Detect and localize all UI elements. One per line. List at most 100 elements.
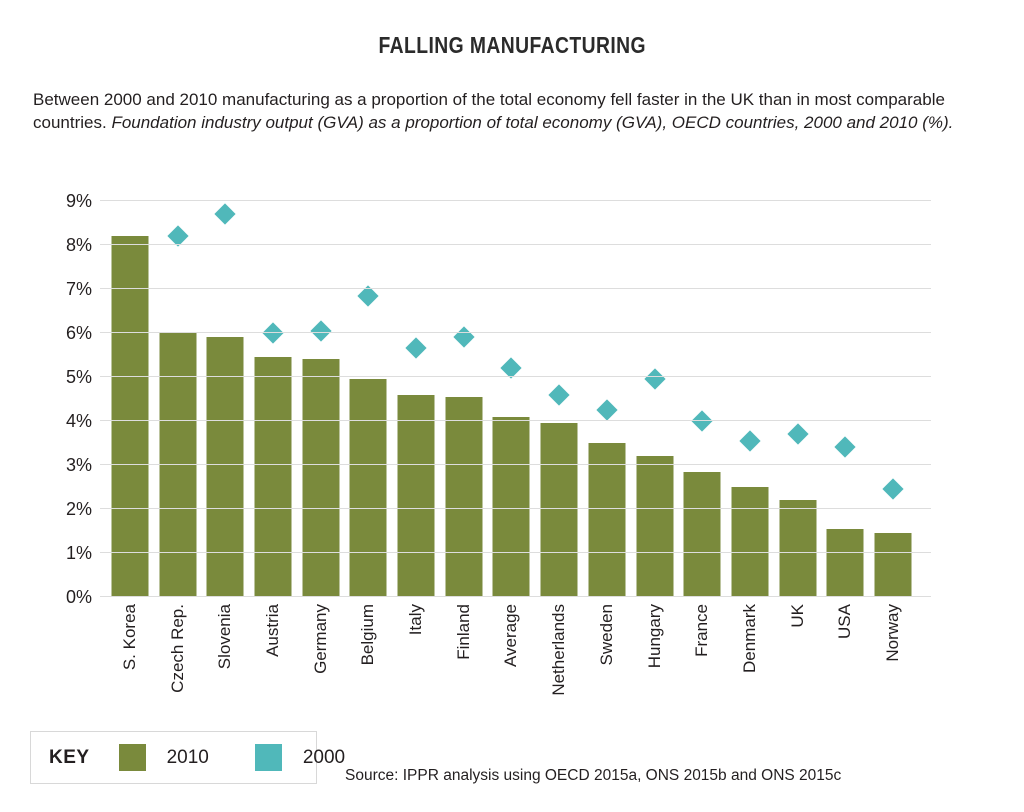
source-notes: Source: IPPR analysis using OECD 2015a, … (345, 721, 1015, 812)
bar-column: Norway (869, 201, 917, 662)
bar-column: Slovenia (201, 201, 249, 669)
diamond-2000 (405, 337, 427, 360)
source-line: Source: IPPR analysis using OECD 2015a, … (345, 767, 842, 784)
gridline (100, 508, 931, 509)
bar-column: Finland (440, 201, 488, 660)
y-axis: 0% 1% 2% 3% 4% 5% 6% 7% 8% 9% (0, 191, 92, 607)
bar-column: Average (488, 201, 536, 667)
page-title-text: FALLING MANUFACTURING (378, 32, 646, 58)
intro-text: Between 2000 and 2010 manufacturing as a… (33, 88, 983, 135)
bar-2010 (540, 423, 578, 597)
bar-2010 (588, 443, 626, 597)
x-axis-label: Finland (453, 604, 473, 660)
x-axis-label: Czech Rep. (167, 604, 187, 693)
y-axis-tick-label: 5% (65, 366, 92, 387)
x-axis-label: Italy (406, 604, 426, 636)
x-axis-label: Denmark (739, 604, 759, 673)
x-axis-label: Belgium (358, 604, 378, 666)
gridline (100, 200, 931, 201)
y-axis-tick-label: 9% (65, 191, 92, 211)
y-axis-tick-label: 6% (65, 322, 92, 343)
diamond-2000 (882, 478, 904, 500)
key-item-label-2010: 2010 (166, 746, 209, 768)
x-axis-label: S. Korea (119, 604, 139, 671)
bar-column: UK (774, 201, 822, 628)
diamond-2000 (596, 399, 618, 421)
bar-column: France (678, 201, 726, 657)
bar-2010 (254, 357, 292, 597)
bar-column: Netherlands (535, 201, 583, 696)
x-axis-label: France (692, 604, 712, 657)
y-axis-tick-label: 2% (65, 499, 92, 519)
bar-2010 (874, 533, 912, 597)
bar-2010 (683, 471, 721, 597)
x-axis-label: Sweden (596, 604, 616, 666)
bar-2010 (397, 394, 435, 597)
x-axis-label: Germany (310, 604, 330, 674)
diamond-2000 (643, 368, 666, 390)
x-axis-label: USA (835, 604, 855, 639)
bar-2010 (206, 337, 244, 597)
x-axis-label: Norway (883, 604, 903, 662)
x-axis-label: Austria (262, 604, 282, 657)
key-item-label-2000: 2000 (302, 746, 346, 768)
y-axis-tick-label: 0% (65, 587, 92, 607)
gridline (100, 596, 931, 597)
x-axis-label: UK (787, 604, 807, 628)
bar-column: Hungary (631, 201, 679, 668)
y-axis-tick-label: 7% (65, 278, 92, 299)
diamond-2000 (787, 423, 809, 445)
bar-column: Belgium (345, 201, 393, 665)
x-axis-label: Hungary (644, 604, 664, 669)
intro-normal-text: Between 2000 and 2010 manufacturing as a… (33, 90, 945, 133)
gridline (100, 420, 931, 421)
bar-2010 (445, 396, 483, 597)
bar-2010 (826, 528, 864, 597)
y-axis-tick-label: 1% (65, 542, 92, 563)
bar-columns: S. Korea Czech Rep. Slovenia Austria Germany… (106, 201, 917, 696)
key-label: KEY (49, 746, 90, 768)
intro-italic-text: Foundation industry output (GVA) as a pr… (111, 113, 954, 133)
bar-2010 (302, 359, 340, 597)
diamond-2000 (548, 384, 570, 406)
bar-column: Denmark (726, 201, 774, 673)
diamond-2000 (262, 322, 284, 344)
gridline (100, 244, 931, 245)
bar-2010 (492, 416, 530, 597)
bar-column: Italy (392, 201, 440, 635)
bar-column: Germany (297, 201, 345, 674)
key-swatch-2010 (118, 744, 146, 771)
page-title: FALLING MANUFACTURING (0, 32, 1024, 59)
diamond-2000 (834, 436, 856, 459)
key-box: KEY 2010 2000 (30, 731, 345, 784)
diamond-2000 (310, 320, 332, 342)
gridline (100, 288, 931, 289)
bar-2010 (636, 456, 674, 597)
gridline (100, 464, 931, 466)
y-axis-tick-label: 3% (65, 454, 92, 475)
diamond-2000 (739, 430, 761, 452)
bar-2010 (349, 379, 387, 597)
x-axis-label: Slovenia (215, 604, 235, 670)
bar-2010 (731, 487, 769, 597)
diamond-2000 (214, 203, 236, 225)
key-swatch-2000 (254, 744, 282, 771)
y-axis-tick-label: 4% (65, 411, 92, 431)
bar-2010 (779, 500, 817, 597)
bar-column: Czech Rep. (154, 201, 202, 693)
plot-area: S. Korea Czech Rep. Slovenia Austria Germany… (100, 200, 931, 696)
diamond-2000 (453, 326, 475, 349)
y-axis-tick-label: 8% (65, 234, 92, 255)
gridline (100, 332, 931, 334)
diamond-2000 (691, 410, 713, 432)
x-axis-label: Netherlands (549, 604, 569, 696)
bar-column: S. Korea (106, 201, 154, 670)
bar-2010 (111, 236, 149, 597)
gridline (100, 376, 931, 377)
x-axis-label: Average (501, 604, 521, 668)
gridline (100, 552, 931, 553)
bar-column: USA (822, 201, 870, 639)
bar-column: Sweden (583, 201, 631, 665)
bar-column: Austria (249, 201, 297, 657)
